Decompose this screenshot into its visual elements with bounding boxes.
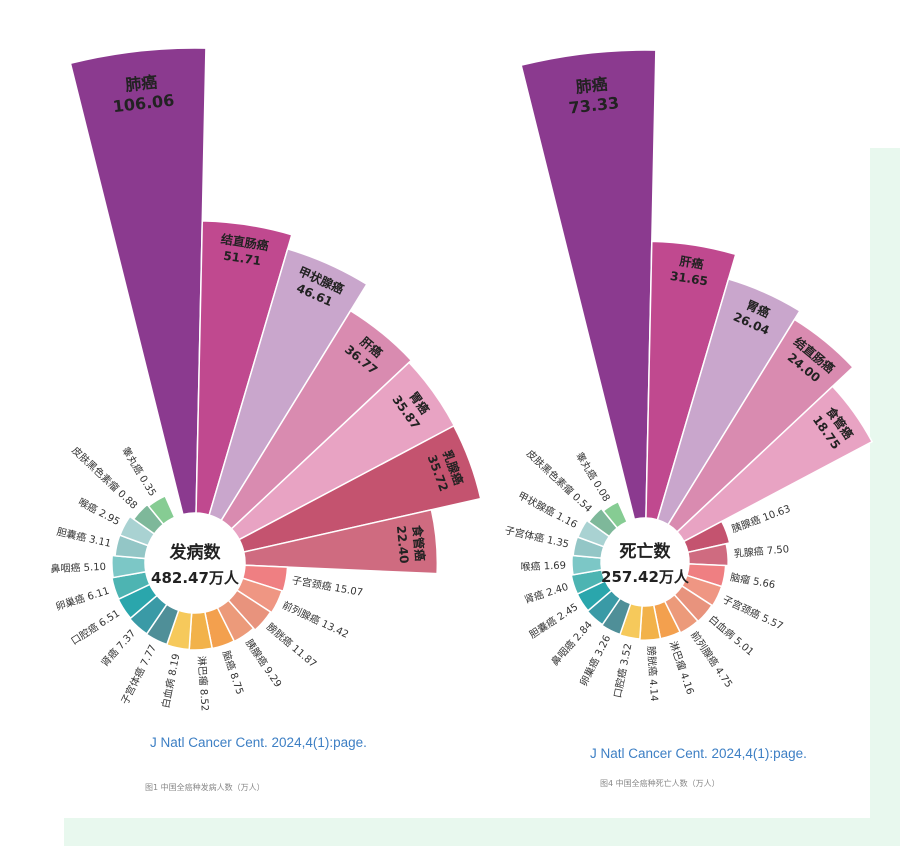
center-value-0: 482.47万人 bbox=[151, 569, 240, 587]
polar-chart-1: 肺癌73.33肝癌31.65胃癌26.04结直肠癌24.00食管癌18.75胰腺… bbox=[504, 49, 874, 702]
category-label-1-1: 肝癌 bbox=[679, 253, 705, 272]
outer-label-0-10: 胰腺癌 9.29 bbox=[243, 637, 285, 690]
category-label-0-0: 肺癌 bbox=[124, 72, 158, 94]
outer-label-1-8: 子宫颈癌 5.57 bbox=[721, 593, 786, 633]
caption-mortality: 图4 中国全癌种死亡人数（万人） bbox=[600, 779, 720, 788]
outer-label-0-8: 前列腺癌 13.42 bbox=[280, 598, 350, 640]
outer-label-1-6: 乳腺癌 7.50 bbox=[733, 542, 789, 560]
bar-0-3[interactable] bbox=[220, 309, 413, 530]
source-incidence[interactable]: J Natl Cancer Cent. 2024,4(1):page. bbox=[150, 735, 367, 750]
outer-label-1-11: 淋巴瘤 4.16 bbox=[667, 639, 697, 696]
bar-0-2[interactable] bbox=[208, 248, 368, 522]
background-panel-right bbox=[870, 148, 900, 846]
category-label-1-0: 肺癌 bbox=[575, 74, 609, 96]
outer-label-1-9: 白血病 5.01 bbox=[706, 612, 757, 658]
outer-label-0-13: 白血病 8.19 bbox=[159, 652, 183, 709]
bar-1-0[interactable] bbox=[520, 49, 657, 521]
source-mortality[interactable]: J Natl Cancer Cent. 2024,4(1):page. bbox=[590, 746, 807, 761]
outer-label-0-16: 口腔癌 6.51 bbox=[68, 606, 122, 647]
category-label-0-6: 食管癌 bbox=[410, 523, 428, 561]
outer-label-1-7: 脑瘤 5.66 bbox=[729, 570, 776, 591]
outer-label-1-13: 口腔癌 3.52 bbox=[611, 642, 635, 699]
outer-label-0-20: 喉癌 2.95 bbox=[76, 495, 122, 528]
bar-1-22[interactable] bbox=[602, 500, 629, 529]
outer-label-0-17: 卵巢癌 6.11 bbox=[54, 584, 111, 613]
center-circle-1 bbox=[603, 520, 687, 604]
category-label-0-1: 结直肠癌 bbox=[220, 231, 270, 253]
outer-label-0-7: 子宫颈癌 15.07 bbox=[291, 573, 364, 598]
polar-chart-0: 肺癌106.06结直肠癌51.71甲状腺癌46.61肝癌36.77胃癌35.87… bbox=[50, 47, 482, 712]
value-label-1-1: 31.65 bbox=[669, 269, 709, 289]
outer-label-1-14: 卵巢癌 3.26 bbox=[577, 633, 613, 688]
bar-1-1[interactable] bbox=[645, 240, 737, 521]
bar-1-2[interactable] bbox=[656, 278, 801, 526]
center-title-1: 死亡数 bbox=[620, 541, 672, 562]
outer-label-0-9: 膀胱癌 11.87 bbox=[264, 620, 319, 670]
outer-label-0-11: 脑癌 8.75 bbox=[220, 649, 247, 696]
bar-1-3[interactable] bbox=[667, 318, 855, 533]
background-panel-bottom bbox=[64, 818, 900, 846]
center-title-0: 发病数 bbox=[169, 542, 222, 563]
outer-label-0-18: 鼻咽癌 5.10 bbox=[50, 560, 106, 575]
value-label-0-6: 22.40 bbox=[394, 525, 411, 564]
outer-label-1-18: 喉癌 1.69 bbox=[520, 558, 566, 573]
outer-label-1-19: 子宫体癌 1.35 bbox=[504, 524, 571, 551]
outer-label-0-19: 胆囊癌 3.11 bbox=[55, 525, 112, 550]
bar-0-1[interactable] bbox=[195, 220, 293, 516]
outer-label-0-15: 肾癌 7.37 bbox=[98, 627, 138, 670]
value-label-0-1: 51.71 bbox=[222, 249, 262, 269]
outer-label-1-12: 膀胱癌 4.14 bbox=[645, 646, 662, 702]
outer-label-1-17: 肾癌 2.40 bbox=[523, 580, 570, 606]
outer-label-0-12: 淋巴瘤 8.52 bbox=[195, 655, 212, 711]
bar-1-4[interactable] bbox=[676, 385, 874, 543]
outer-label-0-14: 子宫体癌 7.77 bbox=[118, 642, 159, 706]
bar-0-5[interactable] bbox=[238, 424, 482, 553]
center-value-1: 257.42万人 bbox=[601, 568, 690, 586]
center-circle-0 bbox=[147, 515, 243, 611]
bar-0-6[interactable] bbox=[242, 508, 439, 575]
bar-0-22[interactable] bbox=[147, 494, 176, 526]
bar-0-0[interactable] bbox=[69, 47, 207, 516]
caption-incidence: 图1 中国全癌种发病人数（万人） bbox=[145, 783, 265, 792]
